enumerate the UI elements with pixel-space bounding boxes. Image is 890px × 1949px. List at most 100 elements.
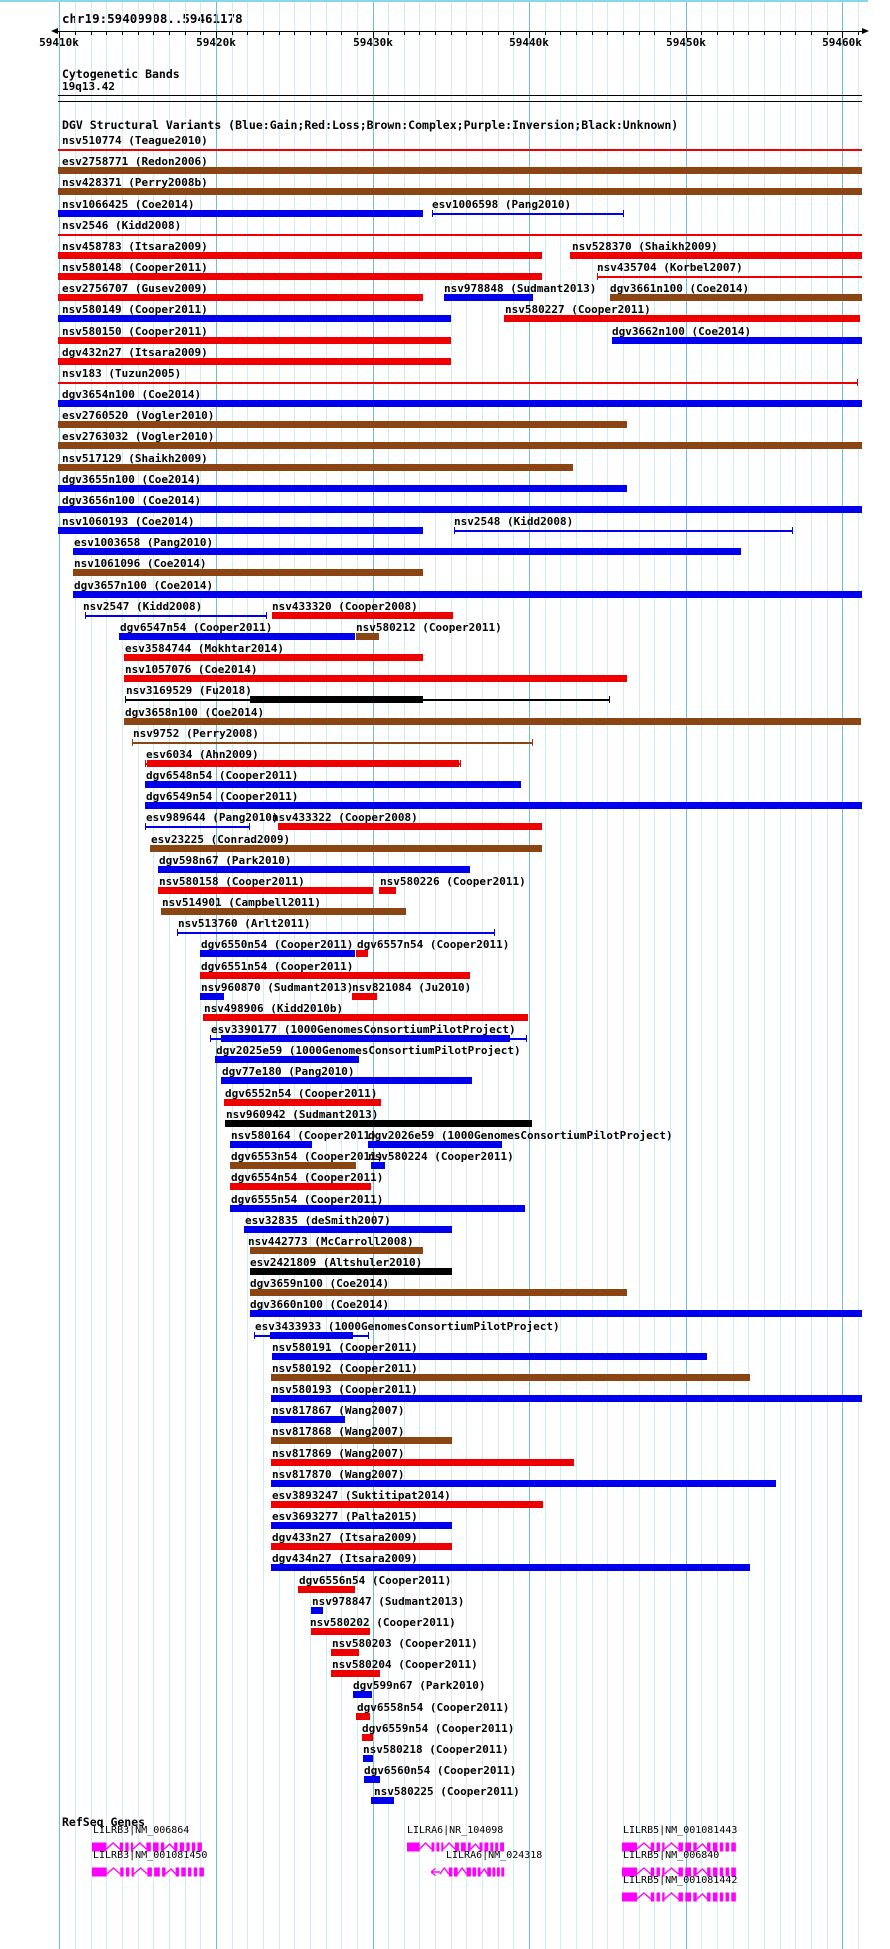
variant-bar[interactable]	[58, 421, 627, 428]
variant-bar[interactable]	[356, 633, 379, 640]
variant-bar[interactable]	[73, 548, 741, 555]
variant-label[interactable]: esv23225 (Conrad2009)	[151, 833, 291, 846]
variant-label[interactable]: esv2421809 (Altshuler2010)	[250, 1256, 423, 1269]
gene-model[interactable]	[622, 1863, 737, 1877]
variant-label[interactable]: nsv580226 (Cooper2011)	[380, 875, 526, 888]
variant-label[interactable]: nsv821084 (Ju2010)	[352, 981, 472, 994]
gene-model[interactable]	[92, 1863, 205, 1877]
variant-bar[interactable]	[224, 1099, 381, 1106]
variant-bar[interactable]	[311, 1607, 323, 1614]
variant-bar[interactable]	[200, 972, 470, 979]
variant-bar[interactable]	[570, 252, 862, 259]
variant-bar[interactable]	[331, 1649, 359, 1656]
variant-label[interactable]: nsv2548 (Kidd2008)	[454, 515, 574, 528]
variant-label[interactable]: nsv183 (Tuzun2005)	[62, 367, 182, 380]
variant-label[interactable]: nsv580192 (Cooper2011)	[272, 1362, 418, 1375]
variant-label[interactable]: dgv432n27 (Itsara2009)	[62, 346, 208, 359]
variant-label[interactable]: dgv6558n54 (Cooper2011)	[357, 1701, 510, 1714]
variant-label[interactable]: nsv960942 (Sudmant2013)	[226, 1108, 379, 1121]
variant-label[interactable]: nsv1060193 (Coe2014)	[62, 515, 195, 528]
variant-span-line[interactable]	[145, 826, 250, 828]
variant-label[interactable]: dgv598n67 (Park2010)	[159, 854, 292, 867]
variant-label[interactable]: nsv580225 (Cooper2011)	[374, 1785, 520, 1798]
variant-bar[interactable]	[158, 866, 470, 873]
variant-bar[interactable]	[158, 887, 373, 894]
variant-bar[interactable]	[58, 337, 451, 344]
gene-label[interactable]: LILRB5|NM_001081442	[623, 1875, 738, 1886]
variant-label[interactable]: esv989644 (Pang2010)	[146, 811, 279, 824]
variant-bar[interactable]	[58, 210, 423, 217]
variant-span-line[interactable]	[177, 932, 495, 934]
variant-bar[interactable]	[124, 654, 423, 661]
variant-span-line[interactable]	[85, 615, 267, 617]
variant-label[interactable]: nsv528370 (Shaikh2009)	[572, 240, 718, 253]
variant-label[interactable]: dgv3659n100 (Coe2014)	[250, 1277, 390, 1290]
variant-label[interactable]: dgv6551n54 (Cooper2011)	[201, 960, 354, 973]
variant-bar[interactable]	[363, 1755, 373, 1762]
variant-label[interactable]: nsv1061096 (Coe2014)	[74, 557, 207, 570]
variant-bar[interactable]	[271, 1374, 750, 1381]
variant-label[interactable]: dgv6549n54 (Cooper2011)	[146, 790, 299, 803]
variant-label[interactable]: nsv517129 (Shaikh2009)	[62, 452, 208, 465]
variant-bar[interactable]	[145, 781, 521, 788]
variant-bar[interactable]	[362, 1734, 373, 1741]
variant-label[interactable]: nsv580218 (Cooper2011)	[363, 1743, 509, 1756]
variant-label[interactable]: nsv3169529 (Fu2018)	[126, 684, 252, 697]
variant-bar[interactable]	[58, 358, 451, 365]
variant-span-line[interactable]	[58, 149, 862, 151]
variant-bar[interactable]	[272, 612, 453, 619]
variant-label[interactable]: dgv3656n100 (Coe2014)	[62, 494, 202, 507]
variant-label[interactable]: nsv580148 (Cooper2011)	[62, 261, 208, 274]
variant-label[interactable]: esv2763032 (Vogler2010)	[62, 430, 215, 443]
variant-label[interactable]: nsv1066425 (Coe2014)	[62, 198, 195, 211]
variant-label[interactable]: dgv6548n54 (Cooper2011)	[146, 769, 299, 782]
variant-label[interactable]: nsv9752 (Perry2008)	[133, 727, 259, 740]
variant-bar[interactable]	[298, 1586, 355, 1593]
variant-label[interactable]: nsv817870 (Wang2007)	[272, 1468, 405, 1481]
variant-label[interactable]: nsv428371 (Perry2008b)	[62, 176, 208, 189]
variant-bar[interactable]	[58, 442, 862, 449]
variant-bar[interactable]	[271, 1395, 862, 1402]
variant-label[interactable]: dgv433n27 (Itsara2009)	[272, 1531, 418, 1544]
variant-span-line[interactable]	[58, 234, 862, 236]
variant-bar[interactable]	[230, 1183, 371, 1190]
variant-span-line[interactable]	[432, 213, 624, 215]
variant-label[interactable]: esv2756707 (Gusev2009)	[62, 282, 208, 295]
variant-label[interactable]: dgv3660n100 (Coe2014)	[250, 1298, 390, 1311]
variant-bar[interactable]	[73, 591, 862, 598]
variant-bar[interactable]	[364, 1776, 380, 1783]
variant-label[interactable]: esv32835 (deSmith2007)	[245, 1214, 391, 1227]
variant-bar[interactable]	[353, 1691, 372, 1698]
variant-label[interactable]: dgv3657n100 (Coe2014)	[74, 579, 214, 592]
variant-bar[interactable]	[147, 760, 459, 767]
variant-bar[interactable]	[271, 1437, 452, 1444]
variant-bar[interactable]	[250, 696, 423, 703]
variant-bar[interactable]	[200, 993, 224, 1000]
variant-label[interactable]: nsv580227 (Cooper2011)	[505, 303, 651, 316]
variant-label[interactable]: nsv580150 (Cooper2011)	[62, 325, 208, 338]
cytogenetic-band-label[interactable]: 19q13.42	[62, 80, 115, 93]
variant-bar[interactable]	[221, 1077, 472, 1084]
variant-bar[interactable]	[124, 718, 861, 725]
variant-label[interactable]: nsv510774 (Teague2010)	[62, 134, 208, 147]
variant-bar[interactable]	[271, 1480, 776, 1487]
variant-bar[interactable]	[58, 252, 542, 259]
variant-label[interactable]: dgv6547n54 (Cooper2011)	[120, 621, 273, 634]
variant-label[interactable]: dgv6556n54 (Cooper2011)	[299, 1574, 452, 1587]
variant-bar[interactable]	[271, 1522, 452, 1529]
variant-label[interactable]: nsv817867 (Wang2007)	[272, 1404, 405, 1417]
variant-label[interactable]: nsv513760 (Arlt2011)	[178, 917, 311, 930]
gene-model[interactable]	[92, 1838, 203, 1852]
variant-label[interactable]: esv3584744 (Mokhtar2014)	[125, 642, 284, 655]
variant-bar[interactable]	[58, 506, 862, 513]
variant-label[interactable]: dgv3658n100 (Coe2014)	[125, 706, 265, 719]
variant-label[interactable]: nsv817868 (Wang2007)	[272, 1425, 405, 1438]
variant-bar[interactable]	[230, 1205, 525, 1212]
variant-label[interactable]: nsv1057076 (Coe2014)	[125, 663, 258, 676]
variant-label[interactable]: dgv3654n100 (Coe2014)	[62, 388, 202, 401]
variant-label[interactable]: dgv6559n54 (Cooper2011)	[362, 1722, 515, 1735]
variant-label[interactable]: esv1006598 (Pang2010)	[432, 198, 572, 211]
variant-bar[interactable]	[271, 1459, 574, 1466]
variant-bar[interactable]	[73, 569, 423, 576]
variant-bar[interactable]	[58, 167, 862, 174]
